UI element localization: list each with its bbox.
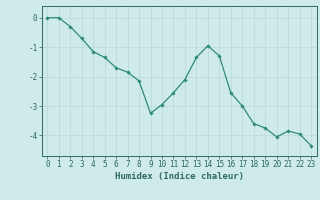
X-axis label: Humidex (Indice chaleur): Humidex (Indice chaleur) xyxy=(115,172,244,181)
